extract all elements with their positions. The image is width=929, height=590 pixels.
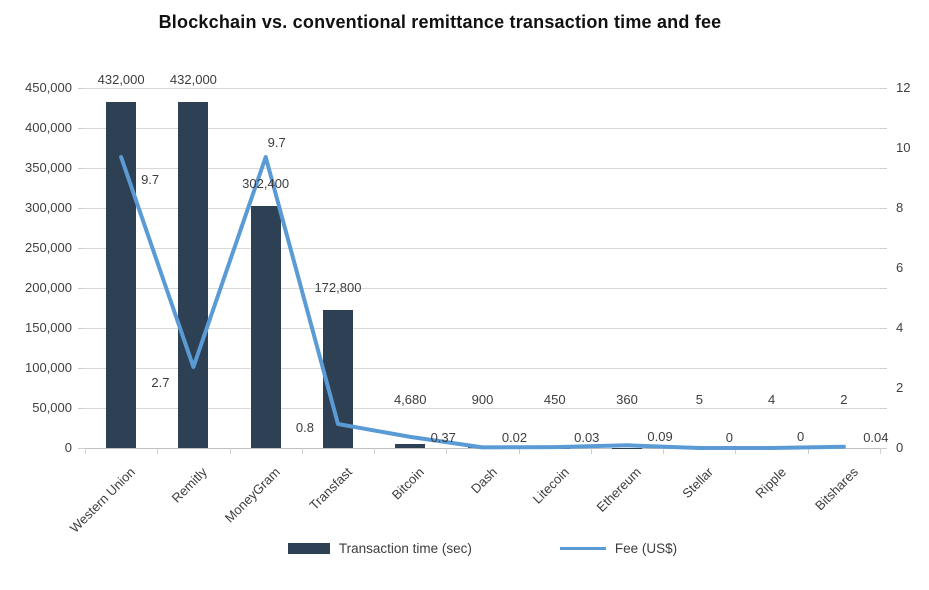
x-tick-label-stellar: Stellar [591,463,718,590]
bar-label-remitly: 432,000 [148,72,238,88]
fee-label-moneygram: 9.7 [247,135,307,151]
x-tick-label-western-union: Western Union [13,463,140,590]
x-tick-label-litecoin: Litecoin [447,463,574,590]
bar-label-transfast: 172,800 [293,280,383,296]
x-tick-label-moneygram: MoneyGram [157,463,284,590]
x-tick-label-bitshares: Bitshares [736,463,863,590]
legend-item-fee-us-: Fee (US$) [560,541,677,556]
fee-label-stellar: 0 [699,430,759,446]
fee-label-bitshares: 0.04 [846,430,906,446]
bar-label-bitshares: 2 [799,392,889,408]
fee-label-remitly: 2.7 [130,375,190,391]
x-tick-label-bitcoin: Bitcoin [302,463,429,590]
x-tick-label-ethereum: Ethereum [519,463,646,590]
bar-swatch-icon [288,543,330,554]
x-tick-label-dash: Dash [374,463,501,590]
fee-label-ethereum: 0.09 [630,429,690,445]
fee-label-western-union: 9.7 [120,172,180,188]
fee-label-litecoin: 0.03 [557,430,617,446]
fee-label-ripple: 0 [771,429,831,445]
fee-label-bitcoin: 0.37 [413,430,473,446]
x-tick-label-remitly: Remitly [85,463,212,590]
line-swatch-icon [560,547,606,550]
legend-item-transaction-time-sec-: Transaction time (sec) [288,541,472,556]
bar-label-moneygram: 302,400 [221,176,311,192]
legend: Transaction time (sec) Fee (US$) [85,536,880,560]
legend-label: Fee (US$) [615,541,677,556]
x-tick-label-ripple: Ripple [663,463,790,590]
chart-canvas: Blockchain vs. conventional remittance t… [0,0,929,568]
legend-label: Transaction time (sec) [339,541,472,556]
x-tick-label-transfast: Transfast [230,463,357,590]
fee-label-dash: 0.02 [485,430,545,446]
fee-label-transfast: 0.8 [275,420,335,436]
